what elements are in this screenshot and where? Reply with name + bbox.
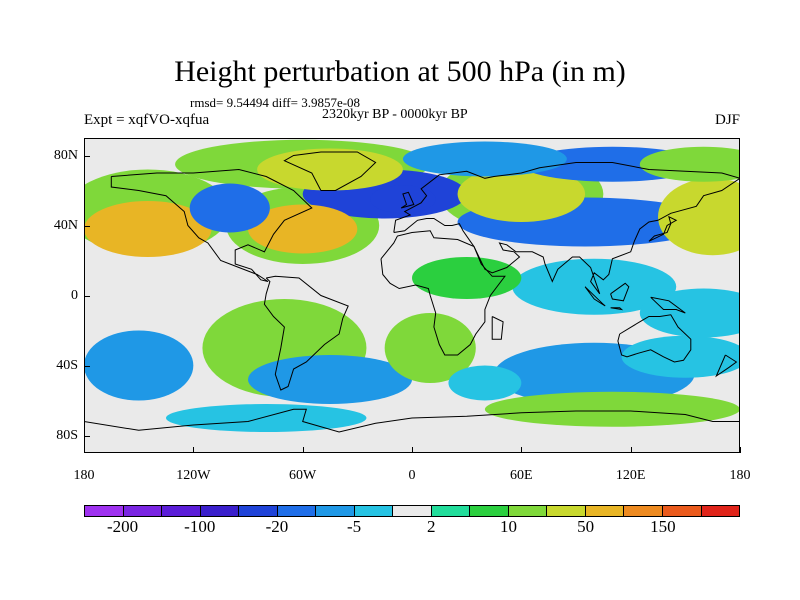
y-tick-label: 0	[71, 287, 78, 303]
colorbar-swatch-1	[123, 506, 163, 516]
coastline-14	[491, 316, 504, 340]
period-label: 2320kyr BP - 0000kyr BP	[322, 107, 468, 122]
x-tick-label: 180	[729, 468, 751, 483]
map-svg	[84, 139, 740, 433]
colorbar-swatch-7	[354, 506, 394, 516]
colorbar-label: 50	[577, 517, 595, 536]
field-region-23	[412, 257, 522, 299]
field-region-17	[639, 288, 740, 338]
x-tick-label: 60E	[510, 468, 533, 483]
coastline-0	[110, 168, 313, 282]
colorbar-swatch-2	[162, 506, 201, 516]
field-region-22	[621, 335, 740, 378]
colorbar	[84, 505, 740, 517]
colorbar-label: -20	[265, 517, 289, 536]
colorbar-swatch-10	[470, 506, 509, 516]
y-tick-mark	[84, 225, 90, 227]
field-region-13	[84, 201, 212, 257]
colorbar-swatch-4	[239, 506, 278, 516]
field-region-27	[370, 185, 436, 214]
experiment-label: Expt = xqfVO-xqfua	[84, 112, 210, 128]
coastline-9	[584, 286, 606, 307]
colorbar-swatch-12	[547, 506, 586, 516]
colorbar-swatch-11	[508, 506, 548, 516]
colorbar-swatch-9	[431, 506, 471, 516]
y-tick-label: 40S	[56, 357, 78, 373]
height-perturbation-map	[84, 138, 740, 453]
coastline-7	[400, 191, 415, 209]
coastline-1	[263, 275, 349, 391]
x-tick-label: 120W	[176, 468, 211, 483]
y-tick-label: 40N	[53, 217, 78, 233]
coastline-13	[715, 354, 738, 378]
chart-title: Height perturbation at 500 hPa (in m)	[174, 55, 626, 88]
field-region-18	[257, 148, 403, 191]
x-tick-label: 60W	[289, 468, 317, 483]
colorbar-label: -5	[347, 517, 362, 536]
x-tick-mark	[302, 447, 304, 453]
field-region-19	[402, 141, 567, 177]
x-tick-label: 0	[408, 468, 416, 483]
field-region-20	[166, 404, 367, 432]
colorbar-swatch-3	[200, 506, 240, 516]
field-region-12	[84, 330, 194, 401]
colorbar-swatch-14	[624, 506, 663, 516]
coastline-12	[650, 296, 686, 314]
x-tick-mark	[193, 447, 195, 453]
x-tick-mark	[412, 447, 413, 453]
colorbar-swatch-5	[277, 506, 317, 516]
x-tick-mark	[630, 447, 632, 453]
coastline-2	[283, 151, 377, 191]
coastline-5	[617, 314, 692, 363]
colorbar-swatch-8	[393, 506, 432, 516]
x-tick-label: 180	[73, 468, 95, 483]
x-tick-mark	[740, 447, 741, 453]
field-region-25	[189, 183, 270, 233]
field-region-26	[448, 365, 522, 401]
y-tick-mark	[84, 295, 90, 297]
y-tick-mark	[84, 155, 90, 157]
y-tick-label: 80N	[53, 147, 78, 163]
y-tick-mark	[84, 435, 90, 437]
coastline-4	[380, 230, 506, 356]
colorbar-label: -100	[184, 517, 216, 536]
season-label: DJF	[714, 112, 740, 128]
x-tick-mark	[521, 447, 523, 453]
field-region-8	[484, 391, 740, 427]
coastline-8	[648, 215, 678, 242]
x-tick-mark	[84, 447, 85, 453]
colorbar-swatch-16	[701, 506, 740, 516]
colorbar-swatch-0	[85, 506, 124, 516]
colorbar-swatch-6	[316, 506, 355, 516]
coastline-10	[610, 307, 624, 311]
colorbar-swatch-15	[662, 506, 702, 516]
x-tick-label: 120E	[615, 468, 646, 483]
field-region-14	[457, 166, 586, 222]
rmsd-diff-stats: rmsd= 9.54494 diff= 3.9857e-08	[190, 95, 361, 110]
field-region-16	[384, 313, 476, 383]
colorbar-label: 10	[499, 517, 517, 536]
coastline-6	[84, 408, 740, 433]
colorbar-label: -200	[106, 517, 139, 536]
coastline-11	[610, 282, 630, 302]
field-region-11	[248, 355, 412, 404]
colorbar-swatch-13	[585, 506, 625, 516]
y-tick-mark	[84, 365, 90, 367]
field-region-9	[658, 178, 740, 256]
field-region-21	[248, 204, 358, 254]
colorbar-label: 150	[650, 517, 676, 536]
y-tick-label: 80S	[56, 427, 78, 443]
colorbar-label: 2	[427, 517, 436, 536]
